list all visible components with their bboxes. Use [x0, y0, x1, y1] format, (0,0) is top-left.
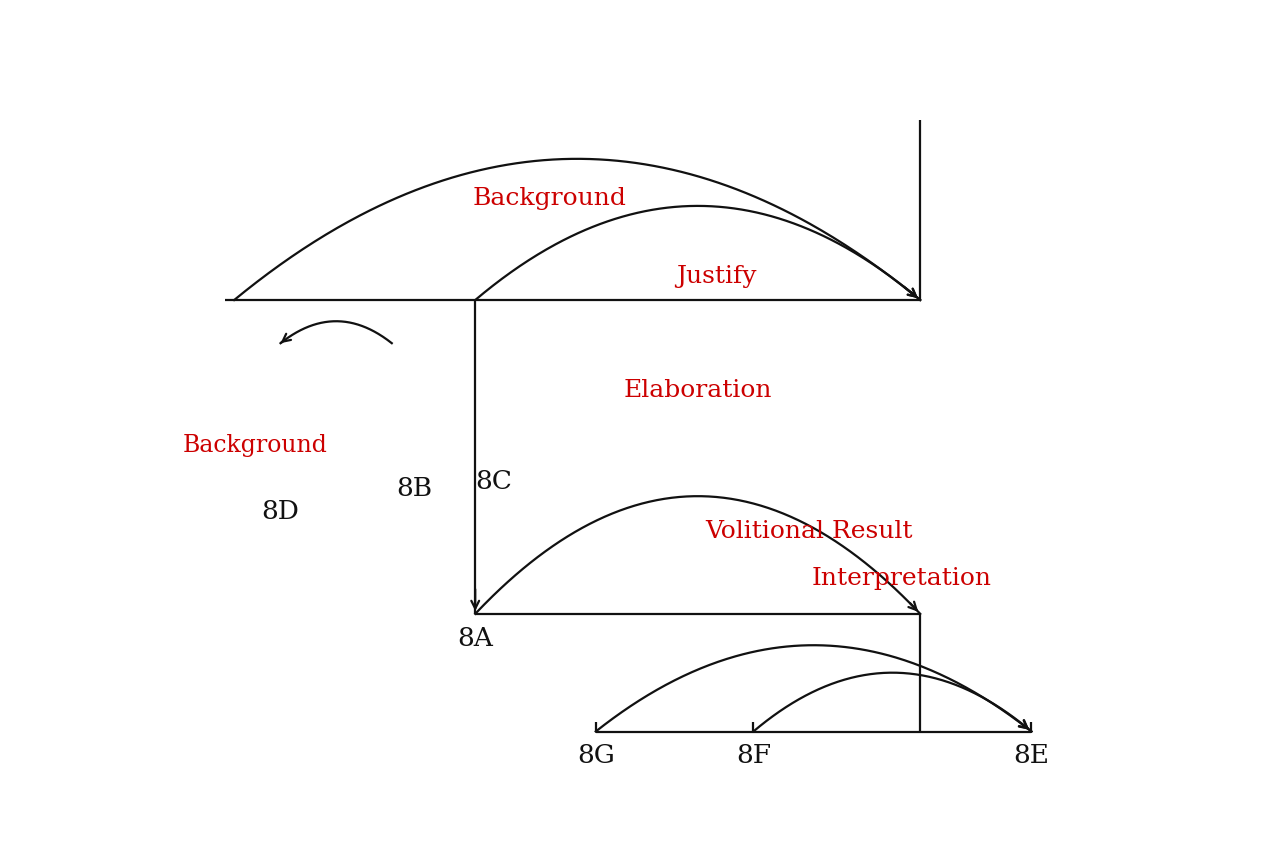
Text: 8E: 8E	[1014, 743, 1050, 768]
Text: 8G: 8G	[577, 743, 614, 768]
Text: Justify: Justify	[676, 265, 756, 288]
Text: Elaboration: Elaboration	[623, 378, 772, 402]
Text: Background: Background	[183, 434, 328, 456]
Text: 8D: 8D	[261, 500, 300, 524]
Text: 8A: 8A	[457, 625, 493, 650]
Text: Volitional Result: Volitional Result	[705, 520, 913, 543]
Text: 8F: 8F	[736, 743, 771, 768]
Text: 8B: 8B	[397, 475, 433, 501]
Text: 8C: 8C	[475, 469, 512, 494]
Text: Interpretation: Interpretation	[812, 567, 992, 590]
Text: Background: Background	[472, 186, 626, 210]
